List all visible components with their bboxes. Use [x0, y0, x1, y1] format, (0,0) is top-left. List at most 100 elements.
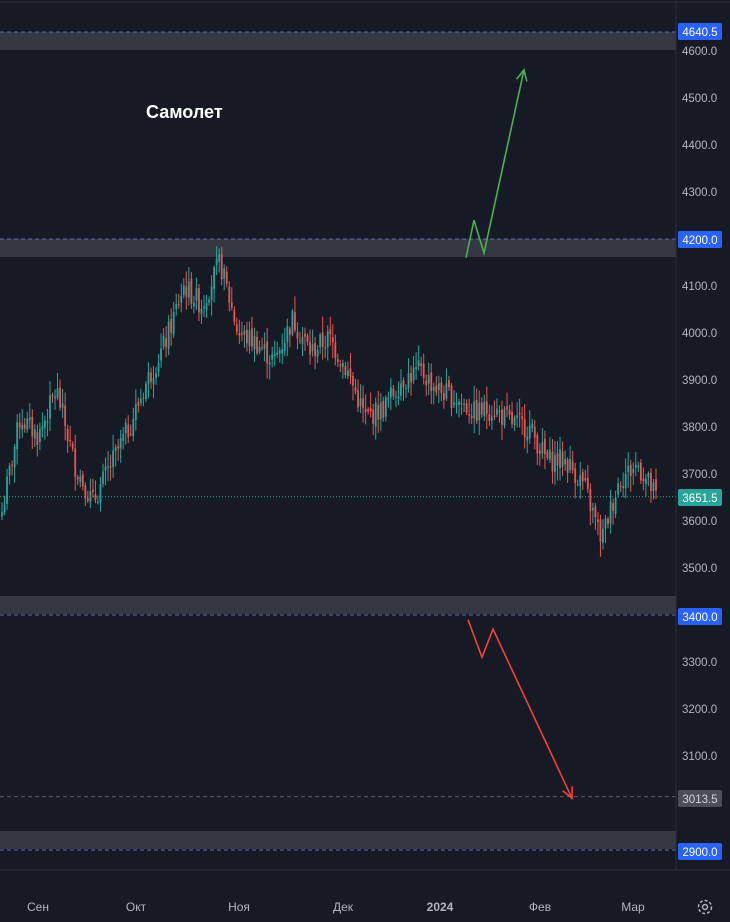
candle — [374, 397, 377, 440]
gear-icon[interactable] — [694, 896, 716, 918]
candle — [6, 468, 8, 510]
candle — [531, 418, 534, 433]
candle — [208, 296, 210, 306]
candle — [157, 354, 160, 377]
candle — [162, 328, 165, 350]
candle — [579, 461, 582, 500]
level-band — [0, 239, 676, 257]
candle — [59, 379, 61, 411]
level-band — [0, 831, 676, 849]
candle — [165, 326, 168, 358]
candle — [215, 246, 218, 276]
y-tick-label: 4500.0 — [682, 93, 717, 105]
candle — [331, 324, 334, 359]
candle — [455, 392, 458, 414]
candle — [377, 391, 380, 433]
candle — [38, 422, 41, 451]
candle — [442, 385, 445, 409]
candle — [589, 483, 592, 526]
candle — [559, 436, 561, 481]
candle — [581, 468, 584, 490]
candle — [56, 372, 59, 401]
price-label-current: 3651.5 — [678, 489, 722, 506]
candle — [288, 326, 291, 348]
candle — [516, 401, 519, 428]
candle — [465, 399, 468, 415]
candle — [526, 426, 529, 454]
candle — [420, 356, 423, 377]
candle — [382, 396, 385, 422]
candle — [180, 283, 183, 313]
candle — [109, 454, 112, 481]
candle — [54, 389, 56, 410]
candle — [246, 321, 248, 352]
candle — [639, 458, 642, 484]
candle — [458, 398, 460, 418]
candle — [632, 462, 635, 485]
candle — [556, 440, 559, 481]
candle — [299, 331, 301, 345]
candle — [334, 334, 337, 366]
candle — [591, 502, 594, 524]
svg-text:4200.0: 4200.0 — [682, 235, 717, 247]
candle — [251, 316, 253, 352]
x-tick-label: Дек — [333, 900, 354, 914]
x-tick-label: Сен — [27, 900, 49, 914]
candle — [602, 519, 604, 550]
candle — [210, 275, 213, 316]
candle — [311, 329, 314, 357]
candle — [122, 427, 125, 450]
candle — [134, 389, 137, 431]
y-tick-label: 3200.0 — [682, 704, 717, 716]
candle — [26, 411, 29, 433]
candle — [397, 381, 400, 406]
candle — [511, 401, 513, 429]
x-tick-label: Ноя — [228, 900, 250, 914]
candle — [233, 306, 236, 326]
y-tick-label: 4300.0 — [682, 187, 717, 199]
candle — [627, 452, 630, 488]
candle — [200, 299, 203, 324]
candle — [104, 457, 107, 486]
candle — [513, 415, 516, 431]
time-axis[interactable]: Сен Окт Ноя Дек 2024 Фев Мар — [27, 900, 645, 914]
candle — [470, 403, 473, 425]
candle — [417, 345, 420, 371]
candle — [23, 418, 26, 433]
candle — [533, 420, 536, 450]
candle — [395, 390, 397, 408]
candle — [253, 327, 256, 362]
candle — [405, 384, 407, 398]
candle — [261, 337, 263, 351]
candle — [69, 425, 72, 447]
candle — [501, 400, 503, 440]
svg-text:3400.0: 3400.0 — [682, 612, 717, 624]
candle — [349, 352, 352, 385]
y-tick-label: 3600.0 — [682, 516, 717, 528]
candle — [195, 277, 198, 311]
candle — [344, 361, 347, 379]
candle — [203, 295, 205, 318]
candle — [79, 469, 82, 488]
candle — [341, 359, 344, 379]
candle — [44, 415, 46, 440]
svg-text:2900.0: 2900.0 — [682, 847, 717, 859]
candle — [574, 463, 577, 499]
candle — [538, 443, 541, 466]
candle — [49, 381, 51, 432]
candle — [127, 415, 130, 443]
candle — [650, 468, 652, 503]
candle — [561, 441, 564, 476]
candle — [387, 391, 390, 408]
candle — [119, 429, 122, 463]
candle — [586, 465, 589, 493]
candle — [31, 409, 34, 449]
candle — [198, 284, 200, 322]
candle — [84, 482, 87, 506]
candle — [624, 458, 627, 499]
candle — [536, 432, 539, 465]
svg-text:3651.5: 3651.5 — [682, 493, 717, 505]
x-tick-label: Окт — [126, 900, 147, 914]
candle — [326, 325, 329, 361]
